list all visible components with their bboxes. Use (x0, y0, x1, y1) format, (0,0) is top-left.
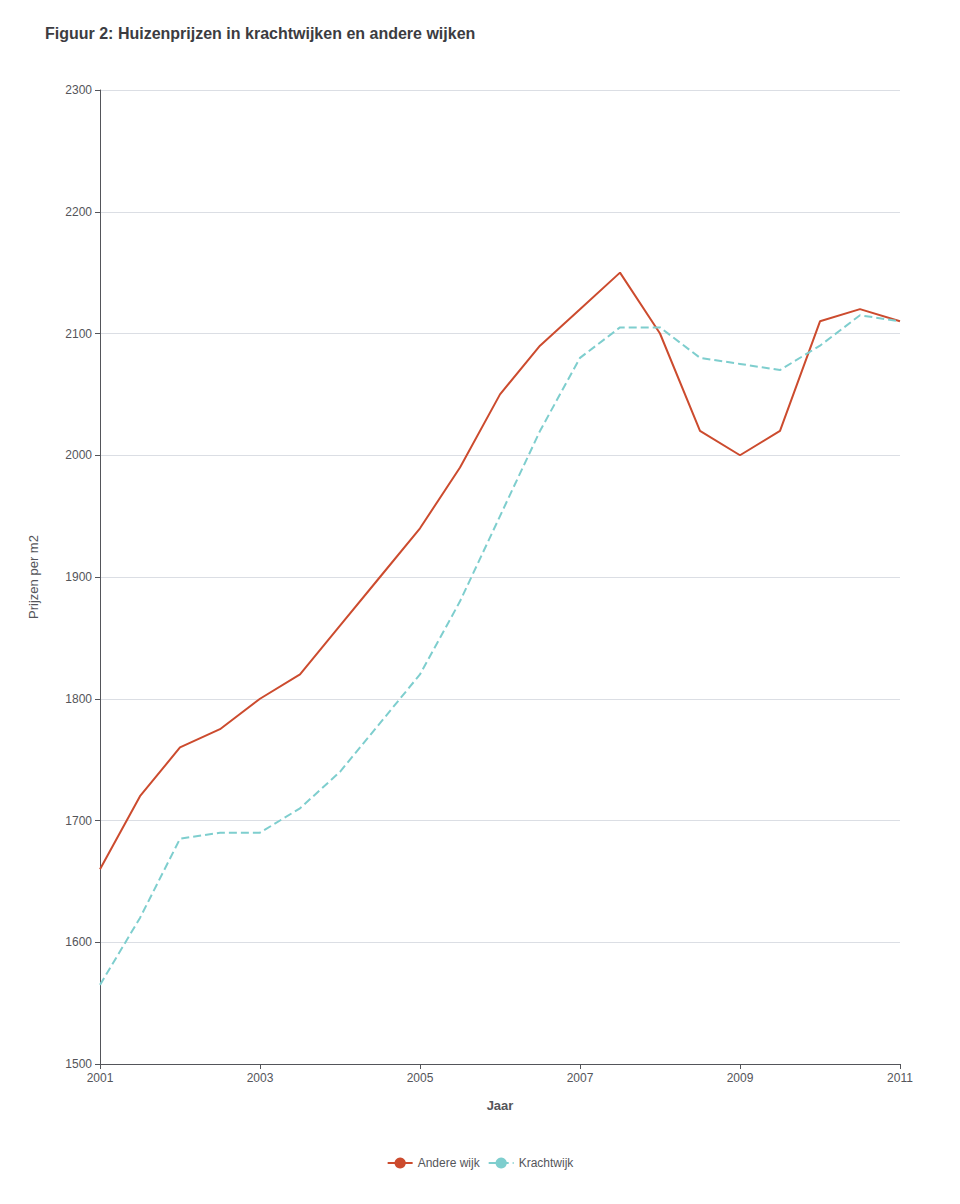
svg-text:2011: 2011 (887, 1071, 913, 1085)
svg-text:2009: 2009 (727, 1071, 754, 1085)
svg-text:Andere wijk: Andere wijk (418, 1156, 481, 1170)
svg-text:Krachtwijk: Krachtwijk (519, 1156, 575, 1170)
svg-text:2005: 2005 (407, 1071, 434, 1085)
svg-text:Figuur 2: Huizenprijzen in kra: Figuur 2: Huizenprijzen in krachtwijken … (45, 25, 475, 42)
svg-text:2003: 2003 (247, 1071, 274, 1085)
svg-text:1700: 1700 (65, 814, 92, 828)
svg-text:Jaar: Jaar (487, 1098, 514, 1113)
svg-text:Prijzen per m2: Prijzen per m2 (26, 535, 41, 619)
svg-text:1900: 1900 (65, 570, 92, 584)
svg-text:2007: 2007 (567, 1071, 594, 1085)
svg-text:2000: 2000 (65, 448, 92, 462)
svg-text:2200: 2200 (65, 205, 92, 219)
svg-text:1600: 1600 (65, 935, 92, 949)
svg-text:2300: 2300 (65, 83, 92, 97)
svg-text:1500: 1500 (65, 1057, 92, 1071)
svg-text:2100: 2100 (65, 327, 92, 341)
svg-text:1800: 1800 (65, 692, 92, 706)
svg-text:2001: 2001 (87, 1071, 114, 1085)
